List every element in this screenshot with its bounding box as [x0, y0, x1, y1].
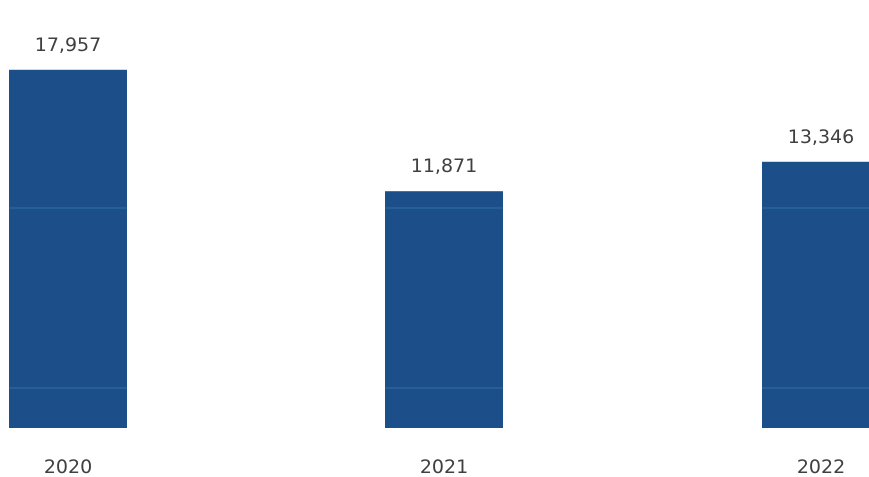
bar-band-2021 — [385, 207, 503, 209]
bar-2021 — [385, 191, 503, 428]
data-label-2020: 17,957 — [35, 34, 101, 56]
bar-2020 — [9, 69, 127, 428]
data-label-2022: 13,346 — [788, 126, 854, 148]
category-label-2022: 2022 — [797, 456, 845, 477]
category-label-2021: 2021 — [420, 456, 468, 477]
bar-band-2020 — [9, 207, 127, 209]
category-label-2020: 2020 — [44, 456, 92, 477]
category-labels-group: 2020 2021 2022 — [44, 456, 845, 477]
bar-band-2022 — [762, 207, 869, 209]
data-labels-group: 17,957 11,871 13,346 — [35, 34, 854, 177]
bar-2022 — [762, 161, 869, 429]
bars-group — [9, 69, 869, 429]
data-label-2021: 11,871 — [411, 155, 477, 177]
bar-band-2020 — [9, 387, 127, 389]
bar-band-2022 — [762, 387, 869, 389]
bar-band-2021 — [385, 387, 503, 389]
